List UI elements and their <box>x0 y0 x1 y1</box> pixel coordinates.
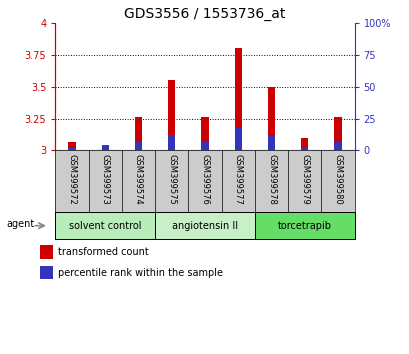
Bar <box>135 142 142 150</box>
Bar <box>234 48 241 150</box>
Text: percentile rank within the sample: percentile rank within the sample <box>58 268 222 278</box>
Bar <box>68 148 75 150</box>
Title: GDS3556 / 1553736_at: GDS3556 / 1553736_at <box>124 7 285 21</box>
Text: GSM399576: GSM399576 <box>200 154 209 204</box>
Bar <box>68 142 75 150</box>
Bar <box>168 135 175 150</box>
Text: GSM399577: GSM399577 <box>233 154 242 204</box>
Text: transformed count: transformed count <box>58 247 148 257</box>
Bar <box>201 117 208 150</box>
Bar <box>334 142 341 150</box>
Bar <box>101 147 109 150</box>
Bar <box>300 147 308 150</box>
Bar <box>101 145 109 150</box>
Bar <box>135 117 142 150</box>
Text: angiotensin II: angiotensin II <box>171 221 238 231</box>
Bar <box>267 135 274 150</box>
Text: GSM399575: GSM399575 <box>167 154 176 204</box>
Text: GSM399580: GSM399580 <box>333 154 342 204</box>
Bar <box>201 142 208 150</box>
Bar <box>267 87 274 150</box>
Bar <box>234 127 241 150</box>
Text: GSM399574: GSM399574 <box>134 154 143 204</box>
Text: GSM399578: GSM399578 <box>266 154 275 204</box>
Text: GSM399579: GSM399579 <box>299 154 308 204</box>
Bar <box>40 266 52 280</box>
Bar <box>40 245 52 259</box>
Bar <box>334 117 341 150</box>
Text: agent: agent <box>7 219 35 229</box>
Bar <box>168 80 175 150</box>
Text: GSM399573: GSM399573 <box>101 154 110 204</box>
Text: GSM399572: GSM399572 <box>67 154 76 204</box>
Text: solvent control: solvent control <box>69 221 141 231</box>
Bar <box>300 138 308 150</box>
Text: torcetrapib: torcetrapib <box>277 221 331 231</box>
